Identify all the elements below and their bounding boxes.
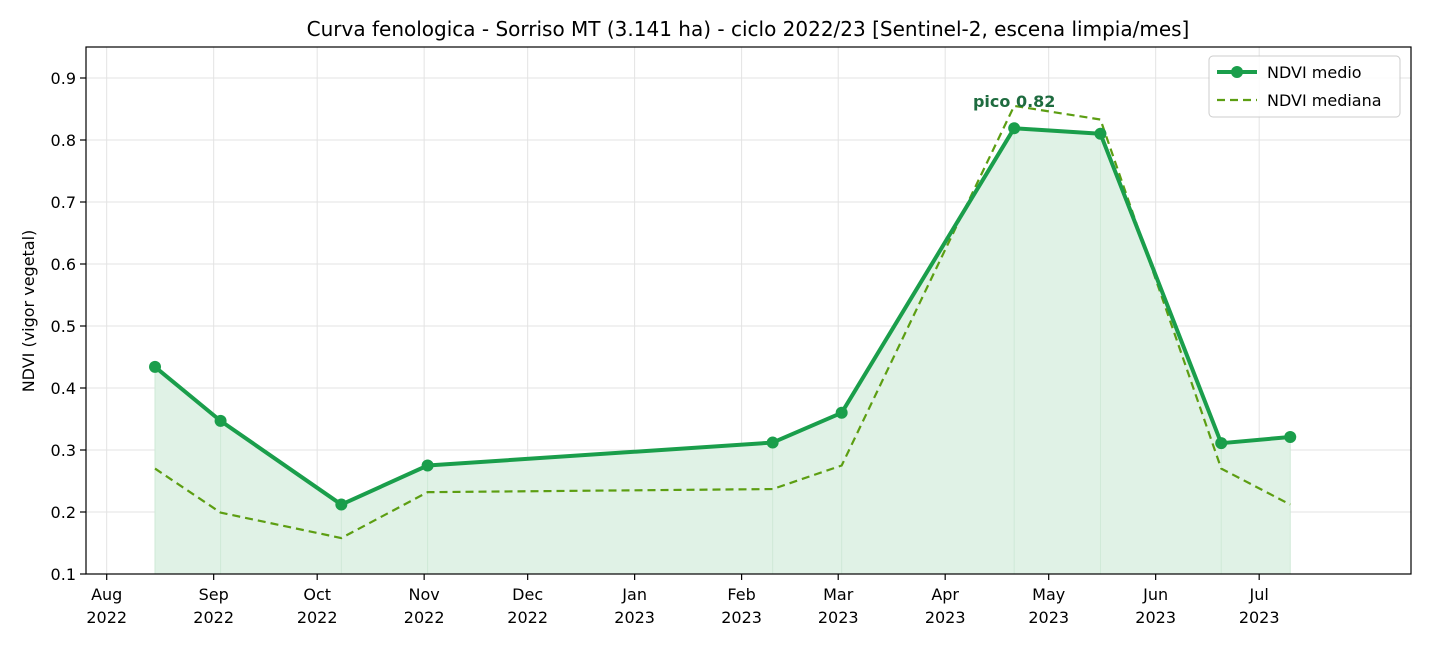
x-tick-label: Aug bbox=[91, 585, 122, 604]
ndvi-medio-point bbox=[1215, 437, 1228, 450]
x-tick-label-year: 2022 bbox=[193, 608, 234, 627]
y-tick-label: 0.3 bbox=[51, 441, 76, 460]
x-tick-label: Nov bbox=[409, 585, 440, 604]
annotations: pico 0.82 bbox=[973, 92, 1055, 111]
y-tick-label: 0.4 bbox=[51, 379, 76, 398]
area-fill bbox=[154, 128, 1291, 574]
ndvi-mediana-line bbox=[154, 104, 1291, 540]
y-tick-label: 0.2 bbox=[51, 503, 76, 522]
chart-title: Curva fenologica - Sorriso MT (3.141 ha)… bbox=[307, 17, 1190, 41]
ndvi-medio-legend-label: NDVI medio bbox=[1267, 63, 1362, 82]
plot-frame bbox=[85, 46, 1412, 575]
y-axis-label: NDVI (vigor vegetal) bbox=[19, 230, 38, 393]
ndvi-medio-point bbox=[335, 498, 348, 511]
ndvi-medio-legend-marker bbox=[1231, 66, 1243, 78]
x-tick-label: Jan bbox=[621, 585, 647, 604]
ndvi-medio-line bbox=[153, 126, 1291, 507]
ndvi-medio-point bbox=[1094, 127, 1107, 140]
x-tick-label-year: 2022 bbox=[297, 608, 338, 627]
x-tick-label-year: 2023 bbox=[1135, 608, 1176, 627]
y-tick-label: 0.9 bbox=[51, 69, 76, 88]
ndvi-medio-point bbox=[835, 406, 848, 419]
ndvi-mediana-legend-label: NDVI mediana bbox=[1267, 91, 1382, 110]
ndvi-medio-point bbox=[149, 360, 162, 373]
legend: NDVI medio NDVI mediana bbox=[1208, 55, 1401, 118]
x-tick-label-year: 2023 bbox=[925, 608, 966, 627]
y-tick-label: 0.6 bbox=[51, 255, 76, 274]
x-tick-label: Sep bbox=[199, 585, 229, 604]
x-tick-label: Mar bbox=[823, 585, 854, 604]
x-tick-label-year: 2022 bbox=[507, 608, 548, 627]
ndvi-medio-point bbox=[766, 436, 779, 449]
x-tick-label-year: 2022 bbox=[86, 608, 127, 627]
x-tick-label-year: 2023 bbox=[614, 608, 655, 627]
x-tick-label-year: 2023 bbox=[1239, 608, 1280, 627]
y-tick-label: 0.5 bbox=[51, 317, 76, 336]
ndvi-medio-area bbox=[155, 128, 1291, 574]
x-tick-label-year: 2023 bbox=[818, 608, 859, 627]
x-tick-label: Oct bbox=[303, 585, 331, 604]
ndvi-medio-point bbox=[421, 459, 434, 472]
y-tick-label: 0.7 bbox=[51, 193, 76, 212]
y-tick-label: 0.1 bbox=[51, 565, 76, 584]
series-lines bbox=[149, 104, 1297, 540]
x-tick-label: Jul bbox=[1249, 585, 1269, 604]
ndvi-medio-point bbox=[1008, 122, 1021, 135]
x-tick-label: Feb bbox=[727, 585, 755, 604]
ndvi-medio-point bbox=[1284, 430, 1297, 443]
x-tick-label-year: 2022 bbox=[404, 608, 445, 627]
peak-annotation: pico 0.82 bbox=[973, 92, 1055, 111]
x-tick-label: Dec bbox=[512, 585, 543, 604]
x-tick-label: Apr bbox=[931, 585, 959, 604]
x-tick-label-year: 2023 bbox=[1028, 608, 1069, 627]
axes: Aug 2022 Sep 2022 Oct 2022 Nov 2022 Dec 2022 Jan 20… bbox=[51, 46, 1412, 627]
y-tick-label: 0.8 bbox=[51, 131, 76, 150]
x-tick-label: Jun bbox=[1142, 585, 1168, 604]
x-tick-label: May bbox=[1032, 585, 1065, 604]
ndvi-medio-point bbox=[214, 414, 227, 427]
x-tick-label-year: 2023 bbox=[721, 608, 762, 627]
